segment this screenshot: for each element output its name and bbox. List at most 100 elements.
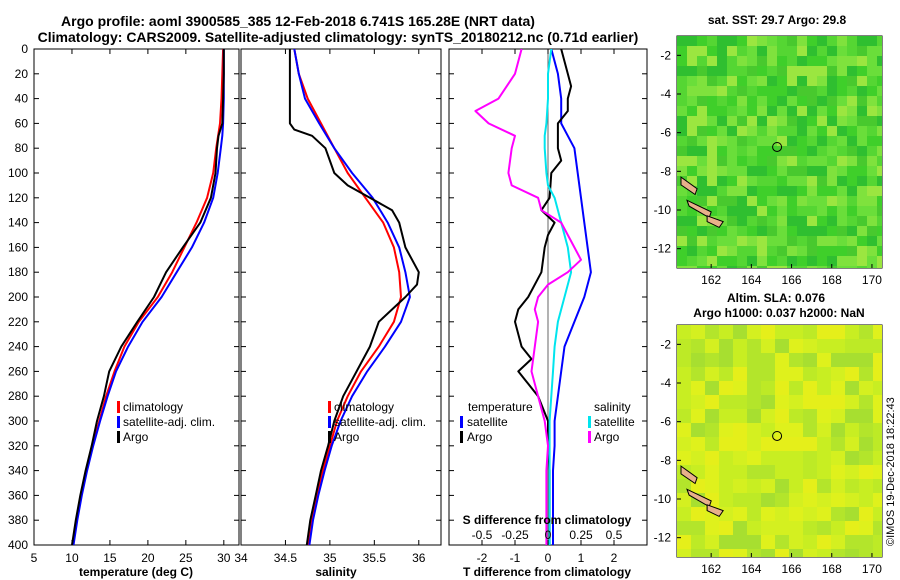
map-cell <box>777 246 787 256</box>
map-cell <box>687 106 697 116</box>
map-cell <box>737 146 747 156</box>
map-cell <box>677 156 687 166</box>
map-cell <box>797 236 807 246</box>
map-cell <box>867 206 877 216</box>
map-cell <box>757 126 767 136</box>
map-cell <box>797 56 807 66</box>
map-y-tick-label: -12 <box>654 242 672 256</box>
map-cell <box>717 266 727 268</box>
map-cell <box>817 535 831 549</box>
map-cell <box>733 423 747 437</box>
map-cell <box>707 226 717 236</box>
map-cell <box>687 56 697 66</box>
map-cell <box>817 66 827 76</box>
map-cell <box>817 479 831 493</box>
map-cell <box>789 479 803 493</box>
map-cell <box>727 86 737 96</box>
map-cell <box>761 549 775 557</box>
map-cell <box>817 423 831 437</box>
map-cell <box>845 465 859 479</box>
map-cell <box>873 325 882 339</box>
map-cell <box>737 246 747 256</box>
map-cell <box>717 136 727 146</box>
map-cell <box>877 176 882 186</box>
map-cell <box>787 236 797 246</box>
map-cell <box>787 76 797 86</box>
map-cell <box>837 66 847 76</box>
map-cell <box>697 86 707 96</box>
map-cell <box>817 36 827 46</box>
map-x-tick-label: 170 <box>862 562 882 576</box>
map-cell <box>877 66 882 76</box>
map-cell <box>737 126 747 136</box>
y-tick-label: 20 <box>15 67 29 81</box>
map-cell <box>747 206 757 216</box>
map-cell <box>827 236 837 246</box>
map-cell <box>877 96 882 106</box>
legend-label-climatology: climatology <box>334 400 394 414</box>
map-y-tick-label: -10 <box>654 203 672 217</box>
map-cell <box>737 66 747 76</box>
map-cell <box>873 521 882 535</box>
map-cell <box>727 96 737 106</box>
map-cell <box>787 126 797 136</box>
map-cell <box>777 46 787 56</box>
map-cell <box>817 106 827 116</box>
map-cell <box>775 423 789 437</box>
map-cell <box>767 176 777 186</box>
map-cell <box>767 56 777 66</box>
argo-location-marker <box>772 141 783 152</box>
map-cell <box>757 146 767 156</box>
map-cell <box>837 236 847 246</box>
map-cell <box>803 395 817 409</box>
map-cell <box>803 549 817 557</box>
map-cell <box>857 246 867 256</box>
map-cell <box>831 339 845 353</box>
map-cell <box>787 206 797 216</box>
map-cell <box>867 106 877 116</box>
map-cell <box>857 46 867 56</box>
map-cell <box>857 136 867 146</box>
map-cell <box>747 535 761 549</box>
title-line-2: Climatology: CARS2009. Satellite-adjuste… <box>38 29 639 45</box>
map-cell <box>761 325 775 339</box>
temperature-xlabel: temperature (deg C) <box>79 565 193 579</box>
map-cell <box>757 66 767 76</box>
map-cell <box>687 36 697 46</box>
island-shape <box>680 176 698 196</box>
map-cell <box>873 339 882 353</box>
legend-label-argo: Argo <box>123 430 149 444</box>
legend-label-t-satellite: satellite <box>467 415 508 429</box>
map-cell <box>727 216 737 226</box>
map-cell <box>727 56 737 66</box>
map-cell <box>707 96 717 106</box>
map-cell <box>859 465 873 479</box>
map-cell <box>707 36 717 46</box>
map-cell <box>807 136 817 146</box>
map-cell <box>727 226 737 236</box>
map-cell <box>827 226 837 236</box>
map-cell <box>857 126 867 136</box>
map-cell <box>777 136 787 146</box>
map-cell <box>807 266 817 268</box>
map-cell <box>727 246 737 256</box>
map-cell <box>837 126 847 136</box>
map-cell <box>787 116 797 126</box>
map-cell <box>747 451 761 465</box>
map-cell <box>733 437 747 451</box>
map-cell <box>837 116 847 126</box>
map-cell <box>837 156 847 166</box>
map-cell <box>761 367 775 381</box>
map-cell <box>687 116 697 126</box>
map-x-tick-label: 166 <box>782 273 802 287</box>
map-cell <box>817 76 827 86</box>
map-cell <box>827 146 837 156</box>
map-cell <box>707 156 717 166</box>
map-cell <box>817 96 827 106</box>
map-cell <box>733 381 747 395</box>
map-cell <box>727 206 737 216</box>
map-cell <box>847 96 857 106</box>
map-cell <box>857 236 867 246</box>
map-cell <box>719 381 733 395</box>
map-cell <box>857 66 867 76</box>
